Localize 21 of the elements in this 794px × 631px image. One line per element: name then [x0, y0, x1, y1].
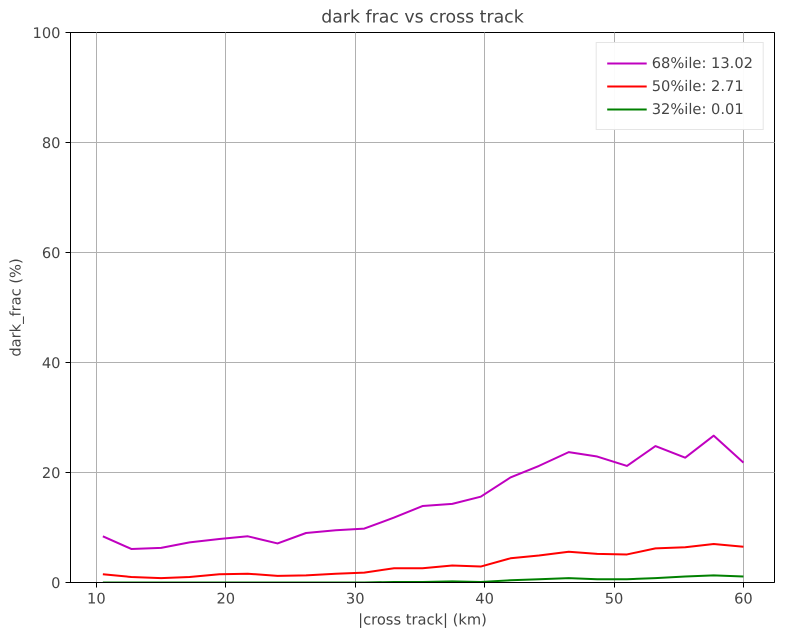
y-tick-label: 40: [42, 355, 61, 372]
x-tick-label: 50: [604, 590, 624, 608]
legend-label: 50%ile: 2.71: [652, 78, 744, 94]
x-tick-label: 40: [475, 590, 494, 608]
legend-label: 32%ile: 0.01: [652, 100, 744, 118]
y-tick-label: 20: [42, 465, 61, 482]
y-axis-title: dark_frac (%): [8, 258, 25, 357]
y-tick-label: 100: [32, 25, 61, 42]
chart-title: dark frac vs cross track: [321, 8, 524, 28]
line-series: [102, 574, 744, 582]
line-series: [102, 434, 744, 550]
y-tick-label: 80: [42, 135, 61, 152]
line-series: [102, 543, 744, 580]
x-tick-label: 10: [87, 590, 106, 608]
x-tick-label: 30: [346, 590, 365, 608]
y-tick-label: 60: [42, 245, 61, 262]
x-tick-label: 60: [734, 590, 753, 608]
x-axis-title: |cross track| (km): [358, 612, 487, 628]
x-tick-label: 20: [216, 590, 236, 608]
y-tick-label: 0: [51, 575, 61, 592]
legend-label: 68%ile: 13.02: [652, 54, 753, 72]
